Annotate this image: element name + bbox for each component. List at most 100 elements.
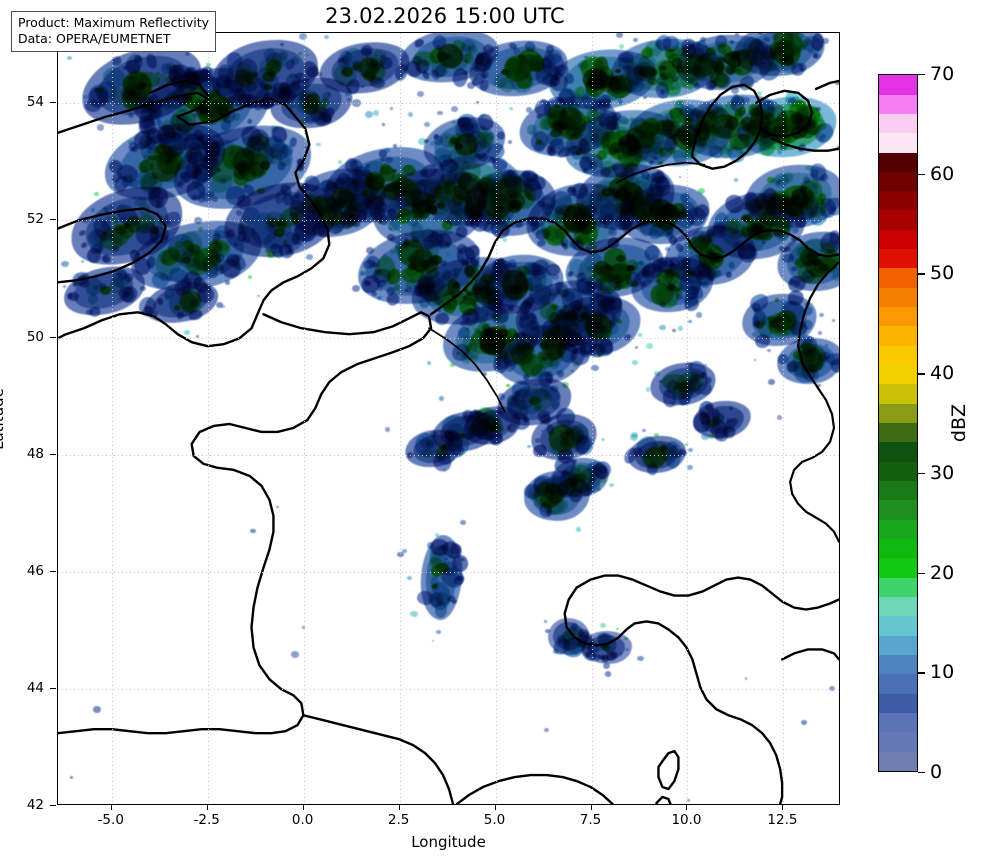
radar-echo-cell [381,123,385,126]
x-tick-label: -5.0 [97,812,124,828]
x-tick-label: -2.5 [193,812,220,828]
radar-echo-cell [523,305,527,309]
x-tick-label: 7.5 [579,812,602,828]
radar-echo-cell [677,99,685,106]
x-tick-mark [398,805,400,810]
colorbar: 0 10 20 30 40 50 60 70 [878,63,954,783]
radar-echo-cell [148,154,157,162]
radar-echo-cell [111,245,120,252]
radar-echo-cell [399,145,403,148]
radar-echo-cell [429,431,437,438]
radar-echo-cell [261,71,275,83]
radar-echo-cell [615,318,622,324]
radar-echo-cell [561,304,568,310]
colorbar-tick-label: 0 [930,761,943,783]
radar-echo-cell [419,254,426,260]
radar-echo-cell [418,137,427,145]
radar-echo-cell [807,348,811,352]
radar-echo-cell [666,271,675,279]
radar-echo-cell [93,284,99,290]
radar-echo-cell [247,275,253,279]
radar-echo-cell [707,238,712,243]
radar-echo-cell [625,190,634,198]
radar-echo-cell [363,192,369,197]
radar-echo-cell [806,275,811,279]
radar-echo-cell [451,105,458,112]
radar-echo-cell [556,122,563,127]
radar-echo-cell [139,285,147,292]
radar-echo-cell [207,255,221,266]
colorbar-band [879,751,917,771]
radar-echo-cell [800,719,807,726]
radar-echo-cell [585,246,592,252]
radar-echo-cell [407,576,412,580]
colorbar-band [879,655,917,675]
radar-echo-cell [535,113,543,120]
radar-echo-cell [223,148,227,152]
radar-echo-cell [411,202,419,208]
radar-echo-cell [637,655,644,662]
radar-echo-cell [523,341,528,345]
radar-echo-cell [630,434,639,441]
radar-echo-cell [578,62,585,68]
radar-echo-cell [426,442,431,446]
radar-echo-cell [139,75,147,82]
radar-echo-cell [462,288,468,293]
radar-echo-cell [253,95,261,102]
radar-echo-cell [618,189,622,193]
radar-echo-cell [603,143,611,149]
radar-echo-cell [443,469,446,472]
radar-echo-cell [672,211,681,219]
radar-echo-cell [647,193,653,199]
radar-echo-cell [108,205,114,210]
radar-echo-cell [338,210,345,216]
radar-echo-cell [475,101,479,105]
radar-echo-cell [571,369,574,373]
radar-echo-cell [767,379,775,385]
radar-echo-cell [436,629,441,634]
radar-echo-cell [236,210,243,216]
radar-echo-cell [744,677,748,680]
radar-echo-cell [305,216,311,222]
colorbar-band [879,674,917,694]
radar-echo-cell [338,160,343,164]
radar-echo-cell [797,44,806,52]
y-tick-mark [50,102,56,104]
radar-echo-cell [784,135,792,142]
radar-echo-cell [748,60,757,67]
radar-echo-cell [707,418,717,427]
radar-echo-cell [572,361,579,367]
radar-echo-cell [127,74,134,80]
radar-echo-cell [758,41,763,46]
radar-echo-cell [541,356,548,362]
radar-echo-cell [576,152,581,156]
radar-echo-cell [266,251,275,259]
radar-echo-cell [353,189,361,196]
radar-echo-cell [597,487,602,491]
radar-echo-cell [122,223,130,230]
radar-echo-cell [85,308,93,315]
radar-echo-cell [629,117,635,121]
radar-echo-cell [165,295,171,300]
radar-echo-cell [705,273,715,281]
x-tick-label: 5.0 [483,812,506,828]
radar-echo-cell [345,91,351,96]
radar-echo-cell [463,303,467,307]
radar-echo-cell [748,83,753,87]
radar-echo-cell [780,57,787,63]
radar-echo-cell [60,260,69,268]
radar-echo-cell [548,292,552,296]
radar-echo-cell [631,281,639,288]
radar-echo-cell [299,119,307,125]
radar-echo-cell [417,235,421,239]
radar-echo-cell [653,155,659,160]
radar-echo-cell [728,406,734,410]
radar-echo-cell [213,241,219,246]
radar-echo-cell [566,472,570,476]
colorbar-band [879,616,917,636]
radar-echo-cell [586,156,590,160]
radar-echo-cell [561,242,566,247]
radar-echo-cell [796,198,805,206]
colorbar-band [879,442,917,462]
radar-echo-cell [271,125,279,132]
